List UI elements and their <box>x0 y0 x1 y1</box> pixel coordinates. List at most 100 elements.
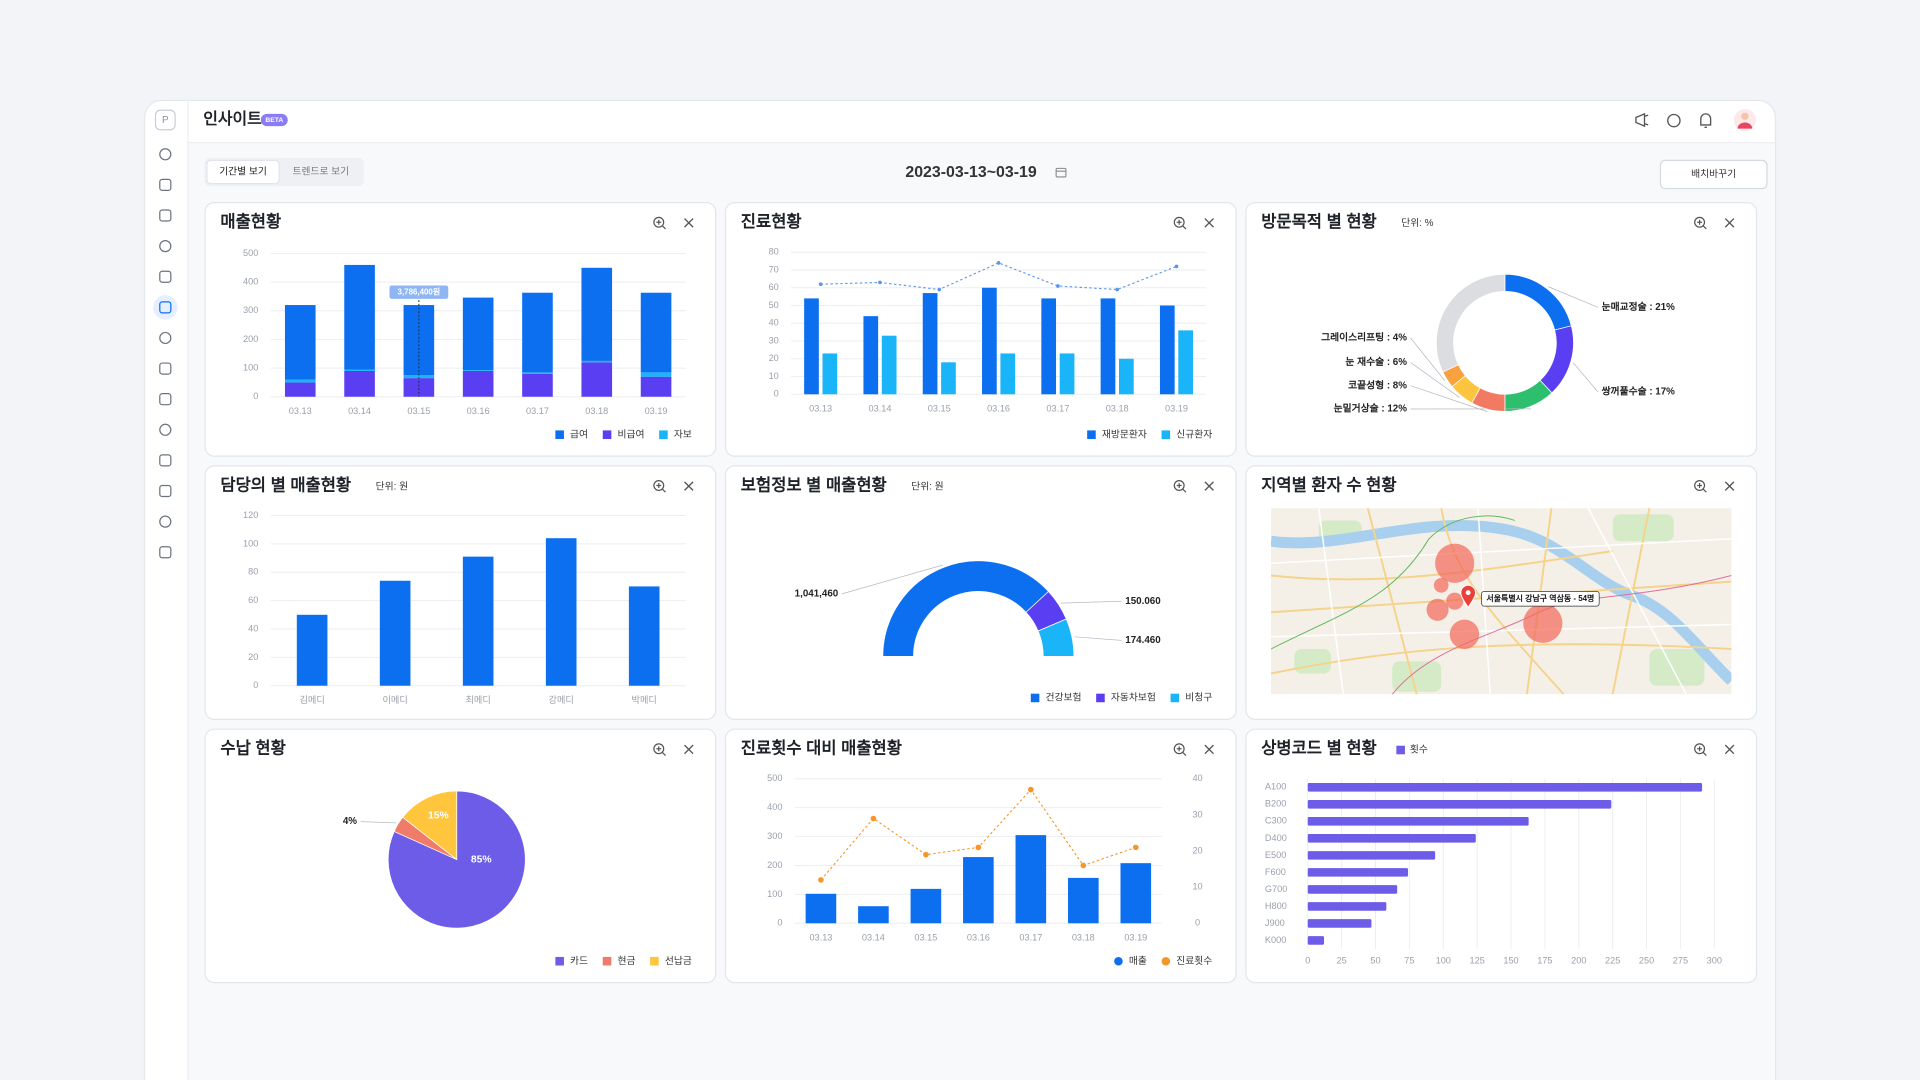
y-tick-label: 0 <box>777 918 782 928</box>
layout-button[interactable] <box>1659 159 1768 190</box>
plot: 0 100 200 300 400 500 0 10 20 30 40 03.13 03.14 03.15… <box>767 773 1212 967</box>
close-button[interactable] <box>1724 481 1735 491</box>
map-road <box>1271 550 1613 581</box>
bar <box>982 287 997 395</box>
line <box>820 262 1177 291</box>
sidebar-icon[interactable] <box>159 209 172 222</box>
sidebar-icon[interactable] <box>159 393 172 406</box>
bell-icon[interactable] <box>1700 113 1712 129</box>
tab-active[interactable] <box>206 159 280 185</box>
y-tick-label: K000 <box>1265 935 1286 945</box>
sidebar-icon[interactable] <box>159 515 172 528</box>
bar <box>581 362 613 397</box>
x-tick-label: 100 <box>1436 956 1451 966</box>
sidebar-icon[interactable] <box>159 454 172 467</box>
legend-marker <box>555 430 564 439</box>
zoom-button[interactable] <box>1173 479 1187 493</box>
zoom-button[interactable] <box>1694 743 1707 756</box>
sidebar-icon[interactable] <box>159 178 172 192</box>
sidebar-icon[interactable] <box>159 240 172 253</box>
sidebar-icon[interactable] <box>159 423 172 436</box>
y-tick-label: 100 <box>767 889 782 899</box>
leader-line <box>1572 362 1599 393</box>
map-annotation: 서울특별시 강남구 역삼동 - 54명 <box>1486 593 1594 603</box>
legend-label: 신규환자 <box>1176 428 1212 440</box>
sidebar-icon[interactable] <box>159 270 172 283</box>
y-tick-label: E500 <box>1265 850 1286 860</box>
bar <box>403 378 435 397</box>
zoom-icon <box>1697 483 1707 493</box>
layout-button-label[interactable]: 배치바꾸기 <box>1691 168 1736 180</box>
chart-card: 진료횟수 대비 매출현황 0 100 200 300 400 500 0 10 20 30 40 03.… <box>724 728 1237 984</box>
line-point <box>818 282 823 287</box>
close-button[interactable] <box>1204 744 1214 755</box>
date-range[interactable]: 2023-03-13~03-19 <box>905 164 1036 181</box>
sidebar-icon[interactable] <box>159 301 172 314</box>
sidebar-icon[interactable] <box>159 484 172 498</box>
bar <box>1159 305 1175 395</box>
y-tick-label: 100 <box>243 363 258 373</box>
tab-label[interactable]: 트렌드로 보기 <box>292 166 349 178</box>
x-tick-label: 03.19 <box>1124 932 1147 942</box>
map-park <box>1392 661 1442 692</box>
zoom-button[interactable] <box>1694 216 1707 230</box>
close-button[interactable] <box>684 744 694 755</box>
zoom-icon <box>1173 743 1185 755</box>
line-point <box>870 815 877 822</box>
sidebar-icon[interactable] <box>159 148 172 161</box>
x-tick-label: 03.17 <box>1019 932 1042 942</box>
sidebar-icon[interactable] <box>159 362 172 375</box>
x-tick-label: 275 <box>1673 956 1688 966</box>
x-tick-label: 03.16 <box>967 932 990 942</box>
close-button[interactable] <box>1724 744 1735 755</box>
calendar-icon[interactable] <box>1055 167 1067 178</box>
close-button[interactable] <box>684 218 694 228</box>
value-label: 눈매교정술 : 21% <box>1602 300 1676 313</box>
chart-card: 보험정보 별 매출현황 단위: 원 1,041,460 150.060 174.460 비… <box>724 465 1237 720</box>
value-label: 174.460 <box>1125 635 1161 646</box>
y2-tick-label: 0 <box>1195 918 1200 928</box>
x-tick-label: 03.19 <box>1165 403 1188 413</box>
map-bubble <box>1449 619 1480 649</box>
map-park <box>1649 648 1705 686</box>
bar <box>1041 298 1057 395</box>
zoom-button[interactable] <box>653 216 666 230</box>
zoom-button[interactable] <box>1694 479 1707 493</box>
bar <box>462 297 494 371</box>
leader-line <box>1410 362 1460 398</box>
close-button[interactable] <box>1204 481 1214 491</box>
chat-icon[interactable] <box>1667 113 1681 128</box>
value-label: 눈 재수술 : 6% <box>1345 355 1407 368</box>
legend-marker <box>1161 430 1171 439</box>
bar <box>1059 353 1075 395</box>
logo[interactable] <box>154 109 176 131</box>
close-button[interactable] <box>684 481 694 491</box>
sidebar-icon[interactable] <box>159 546 172 559</box>
zoom-button[interactable] <box>653 743 666 756</box>
bar <box>1000 353 1016 395</box>
notice-icon[interactable] <box>1635 112 1649 128</box>
x-tick-label: 25 <box>1337 956 1347 966</box>
x-tick-label: 175 <box>1537 956 1552 966</box>
chart-title: 진료현황 <box>741 212 802 231</box>
zoom-button[interactable] <box>1173 216 1187 230</box>
plot: 0 10 20 30 40 50 60 70 80 03.13 03.14 03.15 03.16 03.… <box>769 247 1213 441</box>
sidebar-icon[interactable] <box>159 331 172 345</box>
map-marker[interactable] <box>1460 584 1477 609</box>
x-tick-label: 75 <box>1404 956 1414 966</box>
zoom-button[interactable] <box>653 479 666 493</box>
map-bubble <box>1433 577 1449 593</box>
x-tick-label: 03.15 <box>928 403 951 413</box>
close-button[interactable] <box>1724 218 1735 228</box>
x-tick-label: 03.15 <box>914 932 937 942</box>
tab-label[interactable]: 기간별 보기 <box>219 166 267 178</box>
legend-label: 횟수 <box>1410 744 1428 756</box>
zoom-button[interactable] <box>1173 743 1187 756</box>
y-tick-label: 200 <box>767 860 782 870</box>
bar <box>1307 783 1703 792</box>
x-tick-label: 03.16 <box>987 403 1010 413</box>
y2-tick-label: 40 <box>1192 773 1202 783</box>
bar <box>1307 834 1476 843</box>
close-button[interactable] <box>1204 218 1214 228</box>
